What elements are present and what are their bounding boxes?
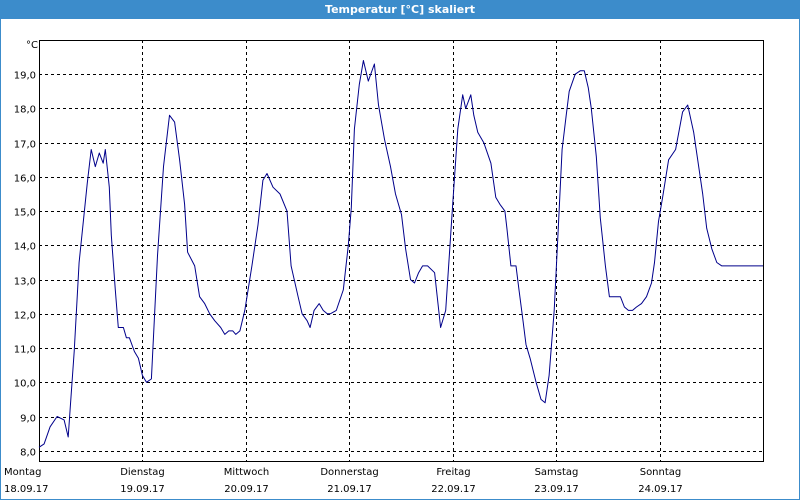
- y-tick-label: 11,0: [14, 345, 36, 356]
- temperature-chart: 8,0 9,0 10,0 11,0 12,0 13,0 14,0 15,0 16,0 17,0 18…: [4, 40, 764, 495]
- x-tick-weekday: Dienstag: [120, 467, 165, 478]
- y-tick-label: 12,0: [14, 311, 36, 322]
- x-tick-weekday: Donnerstag: [320, 467, 378, 478]
- x-tick-weekday: Samstag: [535, 467, 579, 478]
- y-tick-label: 8,0: [20, 448, 36, 459]
- y-tick-label: 9,0: [20, 414, 36, 425]
- plot-border: [39, 40, 764, 462]
- window-title: Temperatur [°C] skaliert: [0, 0, 800, 19]
- x-tick-date: 22.09.17: [431, 484, 476, 495]
- x-tick-date: 21.09.17: [327, 484, 372, 495]
- y-tick-label: 10,0: [14, 379, 36, 390]
- chart-frame: 8,0 9,0 10,0 11,0 12,0 13,0 14,0 15,0 16,0 17,0 18…: [0, 19, 800, 500]
- x-tick-weekday: Freitag: [436, 467, 470, 478]
- x-tick-date: 23.09.17: [534, 484, 579, 495]
- x-tick-weekday: Montag: [4, 467, 41, 478]
- x-tick-date: 18.09.17: [4, 484, 49, 495]
- y-tick-label: 14,0: [14, 242, 36, 253]
- x-tick-date: 20.09.17: [224, 484, 269, 495]
- x-tick-weekday: Mittwoch: [224, 467, 269, 478]
- x-tick-date: 19.09.17: [120, 484, 165, 495]
- y-tick-label: 15,0: [14, 208, 36, 219]
- x-tick-date: 24.09.17: [638, 484, 683, 495]
- y-tick-label: 16,0: [14, 174, 36, 185]
- x-tick-weekday: Sonntag: [640, 467, 682, 478]
- y-axis-unit-label: °C: [26, 40, 38, 51]
- y-tick-label: 13,0: [14, 277, 36, 288]
- y-tick-label: 17,0: [14, 140, 36, 151]
- y-tick-label: 18,0: [14, 105, 36, 116]
- temperature-series-line: [38, 60, 763, 448]
- y-tick-label: 19,0: [14, 71, 36, 82]
